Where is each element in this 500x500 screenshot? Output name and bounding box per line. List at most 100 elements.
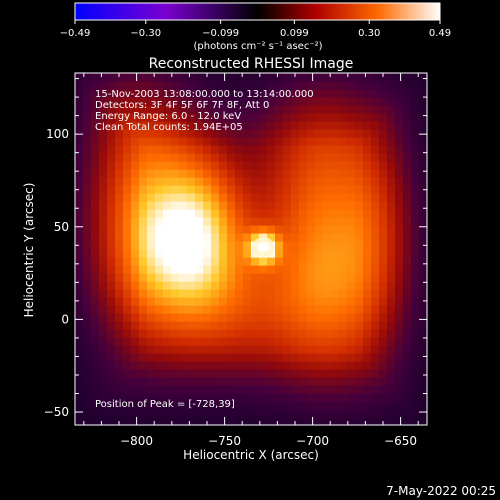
heatmap-cell [259,209,268,218]
heatmap-cell [163,353,172,362]
heatmap-cell [275,209,284,218]
heatmap-cell [259,385,268,394]
heatmap-cell [323,361,332,370]
heatmap-cell [331,113,340,122]
heatmap-cell [179,105,188,114]
heatmap-cell [323,409,332,418]
heatmap-cell [395,177,404,186]
colorbar-ticks: −0.49 −0.30 −0.099 0.099 0.30 0.49 [60,20,451,39]
heatmap-cell [379,153,388,162]
heatmap-cell [283,369,292,378]
heatmap-cell [355,393,364,402]
heatmap-cell [139,385,148,394]
heatmap-cell [411,377,420,386]
heatmap-cell [235,249,244,258]
heatmap-cell [315,249,324,258]
heatmap-cell [299,361,308,370]
heatmap-cell [371,129,380,138]
heatmap-cell [163,409,172,418]
heatmap-cell [123,417,132,425]
heatmap-cell [419,361,427,370]
heatmap-cell [283,329,292,338]
heatmap-cell [347,265,356,274]
heatmap-cell [171,321,180,330]
heatmap-cell [355,249,364,258]
heatmap-cell [91,393,100,402]
heatmap-area [75,73,427,425]
heatmap-cell [387,409,396,418]
heatmap-cell [195,281,204,290]
heatmap-cell [179,369,188,378]
heatmap-cell [155,209,164,218]
heatmap-cell [147,121,156,130]
heatmap-cell [411,401,420,410]
heatmap-cell [339,193,348,202]
heatmap-cell [107,409,116,418]
heatmap-cell [275,417,284,425]
heatmap-cell [379,241,388,250]
heatmap-cell [187,177,196,186]
heatmap-cell [83,161,92,170]
heatmap-cell [115,313,124,322]
heatmap-cell [291,225,300,234]
heatmap-cell [419,265,427,274]
heatmap-cell [195,113,204,122]
heatmap-cell [123,369,132,378]
heatmap-cell [75,161,84,170]
heatmap-cell [179,377,188,386]
heatmap-cell [131,193,140,202]
heatmap-cell [403,273,412,282]
heatmap-cell [379,377,388,386]
heatmap-cell [91,217,100,226]
heatmap-cell [139,265,148,274]
heatmap-cell [227,145,236,154]
heatmap-cell [243,385,252,394]
heatmap-cell [219,177,228,186]
heatmap-cell [307,153,316,162]
heatmap-cell [291,281,300,290]
heatmap-cell [307,97,316,106]
heatmap-cell [123,73,132,82]
heatmap-cell [211,129,220,138]
heatmap-cell [163,193,172,202]
heatmap-cell [171,257,180,266]
heatmap-cell [283,385,292,394]
heatmap-cell [307,169,316,178]
heatmap-cell [291,321,300,330]
heatmap-cell [275,257,284,266]
heatmap-cell [395,393,404,402]
y-axis-label: Heliocentric Y (arcsec) [22,183,36,318]
heatmap-cell [387,73,396,82]
heatmap-cell [403,257,412,266]
heatmap-cell [379,329,388,338]
heatmap-cell [251,209,260,218]
heatmap-cell [83,297,92,306]
heatmap-cell [371,177,380,186]
heatmap-cell [339,257,348,266]
heatmap-cell [355,257,364,266]
heatmap-cell [211,385,220,394]
heatmap-cell [147,337,156,346]
heatmap-cell [251,273,260,282]
heatmap-cell [155,201,164,210]
heatmap-cell [171,401,180,410]
heatmap-cell [331,81,340,90]
heatmap-cell [179,401,188,410]
heatmap-cell [163,417,172,425]
heatmap-cell [235,145,244,154]
heatmap-cell [339,385,348,394]
heatmap-cell [187,129,196,138]
heatmap-cell [203,89,212,98]
heatmap-cell [235,233,244,242]
heatmap-cell [227,401,236,410]
heatmap-cell [387,329,396,338]
heatmap-cell [347,81,356,90]
heatmap-cell [171,313,180,322]
heatmap-cell [75,233,84,242]
heatmap-cell [315,233,324,242]
heatmap-cell [395,281,404,290]
heatmap-cell [283,257,292,266]
heatmap-cell [83,89,92,98]
heatmap-cell [147,249,156,258]
heatmap-cell [219,265,228,274]
